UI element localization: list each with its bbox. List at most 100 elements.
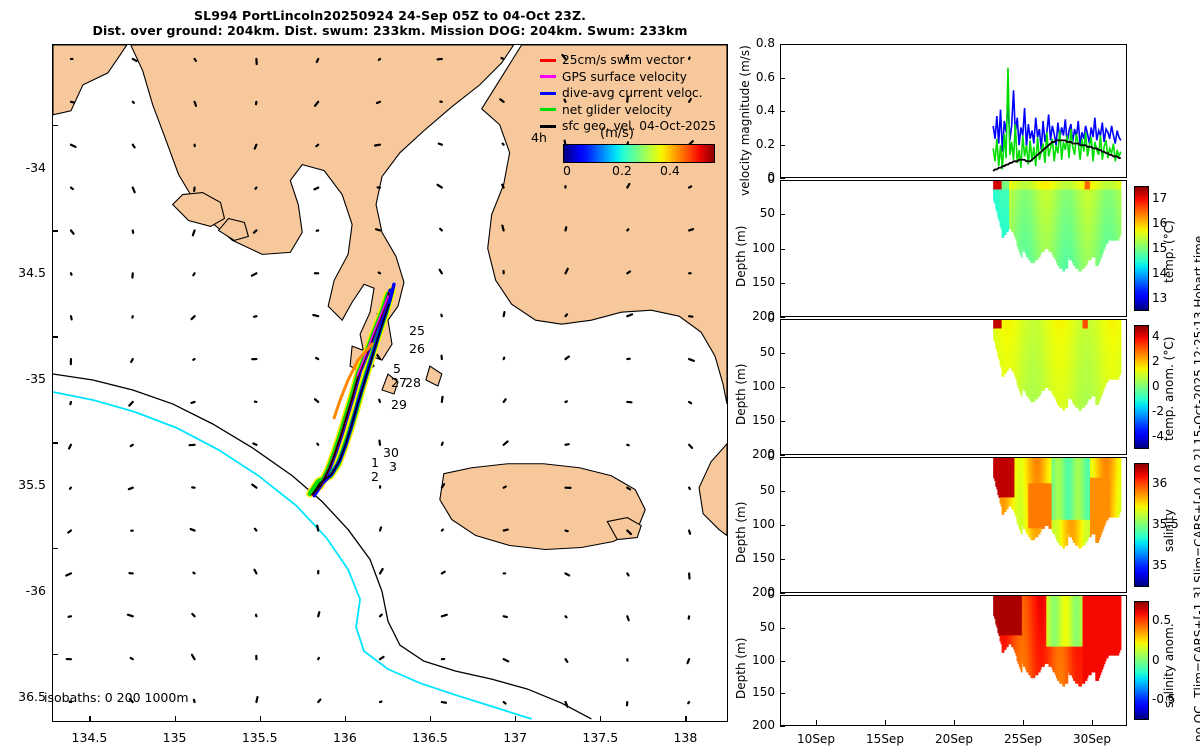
- section-cell: [1087, 186, 1090, 191]
- section-cell: [1058, 364, 1060, 369]
- section-cell: [1014, 195, 1017, 199]
- section-cell: [1043, 197, 1045, 202]
- section-cell: [1011, 209, 1013, 213]
- section-cell: [1029, 370, 1031, 374]
- section-cell: [1109, 200, 1111, 205]
- colorbar-temperature[interactable]: [1134, 186, 1149, 311]
- section-cell: [1019, 373, 1022, 377]
- section-cell: [1047, 186, 1050, 191]
- section-cell: [1106, 211, 1109, 216]
- section-cell: [1038, 342, 1041, 346]
- section-cell: [1059, 197, 1061, 202]
- section-cell: [1088, 245, 1091, 250]
- section-cell: [1080, 242, 1083, 247]
- section-cell: [993, 197, 995, 202]
- section-cell: [1117, 206, 1120, 210]
- section-cell: [1062, 381, 1064, 386]
- section-cell: [1024, 186, 1026, 191]
- legend-entry[interactable]: sfc geo. vel. 04-Oct-2025: [540, 118, 726, 135]
- section-cell: [996, 328, 999, 332]
- section-cell: [1079, 181, 1081, 185]
- section-cell: [1070, 200, 1073, 205]
- section-cell: [1113, 203, 1116, 207]
- section-cell: [1080, 183, 1083, 188]
- section-cell: [1091, 183, 1093, 188]
- section-cell: [1052, 251, 1055, 255]
- section-cell: [1076, 217, 1078, 221]
- legend-entry[interactable]: 25cm/s swim vector: [540, 52, 726, 69]
- section-cell: [1033, 240, 1036, 244]
- section-cell: [1108, 206, 1110, 210]
- section-cell: [1026, 242, 1028, 247]
- section-cell: [1028, 390, 1030, 394]
- section-cell: [1037, 393, 1040, 397]
- section-cell: [1025, 328, 1027, 332]
- section-cell: [996, 200, 999, 205]
- section-cell: [1027, 206, 1029, 210]
- panel-ytick-mark: [780, 282, 785, 284]
- legend-entry[interactable]: net glider velocity: [540, 102, 726, 119]
- section-cell: [1062, 370, 1064, 374]
- section-cell: [1095, 262, 1097, 266]
- section-cell: [1036, 256, 1039, 261]
- section-cell: [1012, 192, 1014, 196]
- section-cell: [1100, 195, 1103, 199]
- section-cell: [1071, 259, 1074, 264]
- panel-temperature-anomaly[interactable]: [780, 319, 1127, 455]
- section-cell: [1071, 203, 1074, 207]
- section-cell: [1054, 183, 1057, 188]
- section-cell: [1110, 214, 1112, 219]
- section-cell: [1094, 195, 1096, 199]
- section-cell: [1052, 381, 1055, 386]
- section-cell: [1076, 220, 1078, 224]
- quiver-arrow: [502, 528, 509, 532]
- section-cell: [1008, 359, 1010, 363]
- section-cell: [1037, 181, 1040, 185]
- section-cell: [1028, 228, 1030, 233]
- section-cell: [1049, 223, 1052, 227]
- section-cell: [1065, 367, 1068, 372]
- section-cell: [1041, 339, 1043, 344]
- map-colorbar[interactable]: [563, 144, 715, 163]
- panel-temperature[interactable]: [780, 180, 1127, 317]
- section-cell: [1106, 228, 1109, 233]
- legend-entry[interactable]: GPS surface velocity: [540, 69, 726, 86]
- section-cell: [1001, 183, 1004, 188]
- map-canvas[interactable]: [53, 45, 727, 721]
- section-cell: [997, 189, 1000, 193]
- section-cell: [1015, 223, 1018, 227]
- section-cell: [1066, 342, 1069, 346]
- section-cell: [1034, 231, 1037, 235]
- section-cell: [1029, 240, 1031, 244]
- section-cell: [1092, 189, 1094, 193]
- section-cell: [1054, 211, 1057, 216]
- section-cell: [1094, 211, 1096, 216]
- section-cell: [1117, 200, 1120, 205]
- section-cell: [1069, 209, 1072, 213]
- section-cell: [1003, 345, 1006, 349]
- section-cell: [1062, 245, 1064, 250]
- section-cell: [1009, 183, 1011, 188]
- quiver-arrow: [253, 527, 258, 532]
- section-cell: [1074, 254, 1076, 258]
- section-cell: [1063, 331, 1066, 335]
- section-cell: [1077, 186, 1079, 191]
- section-cell: [1035, 334, 1038, 338]
- section-cell: [1064, 356, 1067, 360]
- section-cell: [1079, 237, 1081, 241]
- section-cell: [1031, 395, 1034, 400]
- map-xtick-label: 135.5: [241, 730, 278, 745]
- section-cell: [1099, 206, 1102, 210]
- section-cell: [1009, 336, 1011, 341]
- section-cell: [1044, 183, 1046, 188]
- panel-velocity-magnitude[interactable]: [780, 44, 1127, 178]
- section-cell: [1096, 197, 1099, 202]
- section-cell: [1060, 398, 1062, 403]
- section-cell: [1034, 251, 1037, 255]
- legend-entry[interactable]: dive-avg current veloc.: [540, 85, 726, 102]
- section-cell: [1096, 192, 1099, 196]
- section-cell: [1020, 183, 1023, 188]
- section-cell: [1045, 350, 1047, 355]
- section-cell: [1021, 237, 1024, 241]
- section-cell: [1039, 339, 1042, 344]
